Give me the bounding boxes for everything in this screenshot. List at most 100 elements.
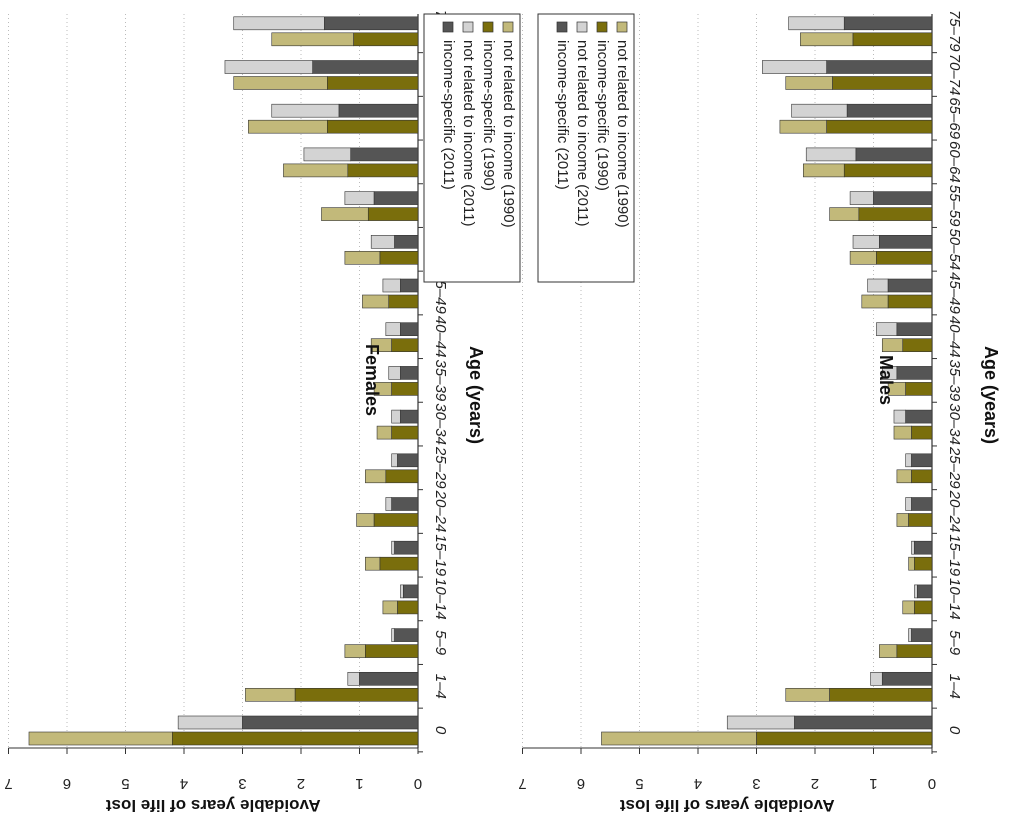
bar-not-related-1990	[902, 600, 915, 615]
category-label: 30–34	[432, 403, 449, 445]
bar-income-specific-1990	[911, 425, 933, 440]
category-label: 1–4	[946, 674, 963, 699]
bar-income-specific-2011	[914, 540, 933, 555]
bar-income-specific-2011	[394, 628, 419, 642]
bar-not-related-1990	[365, 556, 381, 571]
bar-not-related-1990	[896, 469, 912, 484]
chart-title: Females	[362, 344, 382, 416]
bar-not-related-2011	[908, 628, 912, 642]
y-tick-label: 4	[694, 775, 702, 792]
bar-income-specific-1990	[397, 600, 419, 615]
bar-not-related-2011	[177, 715, 243, 730]
legend-swatch	[462, 21, 474, 33]
bar-income-specific-2011	[373, 191, 419, 205]
bar-income-specific-2011	[394, 235, 419, 249]
category-label: 25–29	[432, 446, 449, 489]
x-axis-label: Age (years)	[981, 346, 1001, 444]
bar-income-specific-2011	[391, 497, 419, 511]
bar-not-related-1990	[365, 469, 387, 484]
legend-swatch	[596, 21, 608, 33]
bar-income-specific-1990	[391, 425, 419, 440]
bar-income-specific-2011	[403, 584, 419, 599]
bar-income-specific-2011	[917, 584, 933, 599]
bar-income-specific-1990	[353, 32, 419, 47]
bar-not-related-2011	[876, 322, 898, 337]
bar-income-specific-2011	[338, 103, 419, 118]
category-label: 10–14	[946, 578, 963, 620]
y-tick-label: 3	[752, 775, 760, 792]
bar-not-related-2011	[805, 147, 857, 162]
bar-income-specific-2011	[911, 497, 933, 511]
bar-not-related-2011	[271, 103, 340, 118]
y-axis-label: Avoidable years of life lost	[106, 796, 321, 815]
legend-entry: income-specific (1990)	[594, 40, 611, 191]
legend-swatch	[482, 21, 494, 33]
bar-not-related-2011	[391, 540, 395, 555]
bar-income-specific-2011	[881, 671, 933, 686]
y-axis-label: Avoidable years of life lost	[620, 796, 835, 815]
bar-not-related-2011	[224, 60, 313, 74]
bar-not-related-2011	[726, 715, 795, 730]
y-tick-label: 7	[518, 775, 526, 792]
bar-not-related-2011	[852, 235, 880, 249]
bar-not-related-2011	[233, 16, 325, 31]
bar-income-specific-1990	[385, 469, 419, 484]
legend-swatch	[442, 21, 454, 33]
bar-not-related-1990	[356, 513, 375, 527]
bar-not-related-2011	[344, 191, 375, 205]
category-label: 15–19	[432, 534, 449, 576]
legend-box	[537, 13, 635, 283]
legend-swatch	[616, 21, 628, 33]
bar-income-specific-1990	[905, 382, 933, 396]
bar-income-specific-2011	[394, 540, 419, 555]
chart-title: Males	[876, 355, 896, 405]
bar-not-related-1990	[344, 644, 366, 658]
bar-income-specific-2011	[794, 715, 933, 730]
bar-not-related-1990	[896, 513, 909, 527]
bar-income-specific-2011	[312, 60, 419, 74]
bar-not-related-2011	[391, 628, 395, 642]
bar-income-specific-1990	[829, 687, 933, 702]
bar-not-related-2011	[867, 278, 889, 293]
bar-income-specific-2011	[400, 278, 419, 293]
bar-not-related-1990	[233, 76, 328, 90]
bar-not-related-2011	[400, 584, 404, 599]
bar-income-specific-2011	[873, 191, 933, 205]
bar-income-specific-1990	[911, 469, 933, 484]
category-label: 35–39	[432, 360, 449, 402]
bar-not-related-1990	[829, 207, 860, 221]
y-tick-label: 2	[297, 775, 305, 792]
bar-not-related-2011	[914, 584, 918, 599]
bar-income-specific-1990	[908, 513, 933, 527]
bar-income-specific-2011	[911, 453, 933, 468]
legend-swatch	[502, 21, 514, 33]
category-label: 65–69	[946, 97, 963, 139]
category-label: 5–9	[432, 630, 449, 656]
females-panel: 0 1 2 3 4 5 6 7 0 1–4 5–9 10–14 15–1920–2425–2930–34…	[4, 10, 521, 815]
males-panel: 0 1 2 3 4 5 6 7 0 1–4 5–9 10–14 15–1920–2425–2930–34…	[518, 10, 1001, 815]
bar-not-related-2011	[788, 16, 845, 31]
legend-entry: income-specific (2011)	[440, 40, 457, 190]
bar-not-related-1990	[28, 731, 173, 746]
bar-income-specific-1990	[379, 556, 419, 571]
legend-entry: not related to income (2011)	[574, 40, 591, 227]
category-label: 30–34	[946, 403, 963, 445]
category-label: 1–4	[432, 674, 449, 699]
bar-income-specific-1990	[914, 556, 933, 571]
bar-income-specific-1990	[391, 382, 419, 396]
bar-income-specific-2011	[400, 409, 419, 424]
bar-not-related-1990	[785, 76, 833, 90]
bar-income-specific-2011	[905, 409, 933, 424]
bar-income-specific-2011	[896, 322, 933, 337]
bar-not-related-1990	[861, 294, 889, 309]
bar-not-related-2011	[347, 671, 360, 686]
category-label: 0	[946, 726, 963, 735]
legend-swatch	[576, 21, 588, 33]
bar-not-related-1990	[893, 425, 912, 440]
bar-not-related-1990	[908, 556, 915, 571]
y-tick-label: 6	[63, 775, 71, 792]
bar-income-specific-1990	[756, 731, 933, 746]
bar-not-related-1990	[785, 687, 830, 702]
bar-income-specific-1990	[379, 251, 419, 265]
